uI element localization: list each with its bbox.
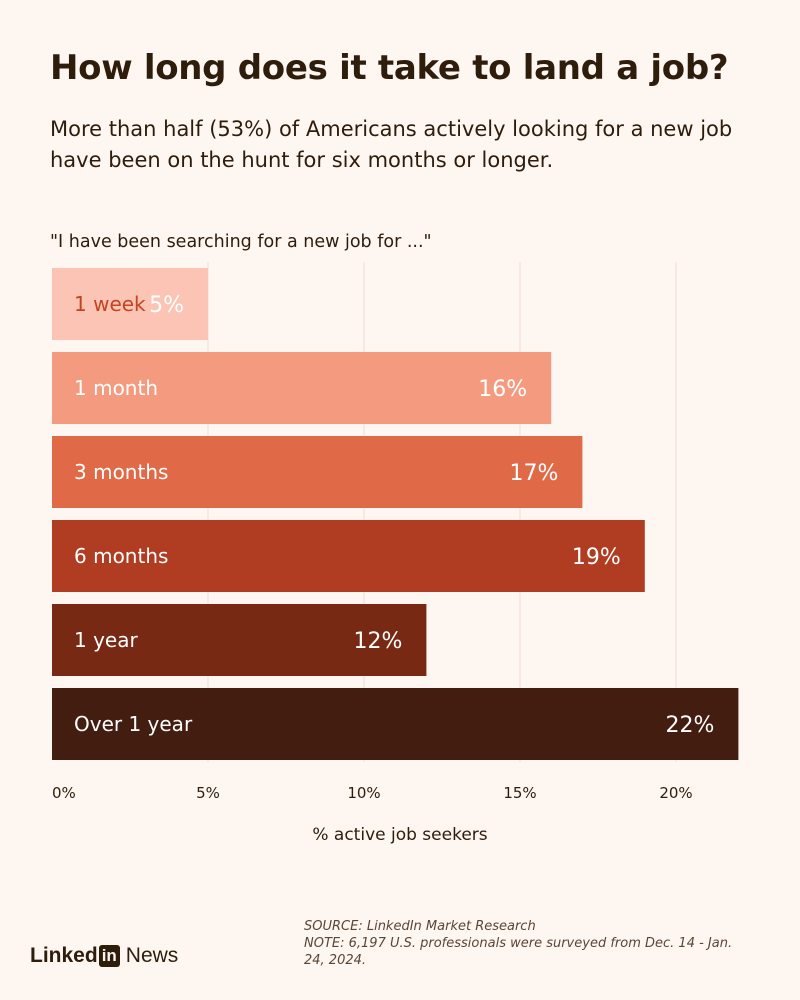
bar-category-label-3: 6 months <box>74 544 168 568</box>
x-tick-label-3: 15% <box>503 784 536 802</box>
bar-value-label-4: 12% <box>353 629 402 654</box>
source-line-2: NOTE: 6,197 U.S. professionals were surv… <box>304 936 733 951</box>
bar-category-label-5: Over 1 year <box>74 712 193 736</box>
bar-value-label-0: 5% <box>149 293 184 318</box>
x-tick-label-2: 10% <box>347 784 380 802</box>
bar-category-label-1: 1 month <box>74 376 158 400</box>
logo-linked-text: Linked <box>30 944 98 967</box>
bar-4 <box>52 604 427 676</box>
bar-1 <box>52 352 552 424</box>
subtitle-line-1: More than half (53%) of Americans active… <box>50 117 733 141</box>
bar-value-label-2: 17% <box>509 461 558 486</box>
x-axis-label: % active job seekers <box>312 825 487 845</box>
x-tick-label-4: 20% <box>659 784 692 802</box>
bar-category-label-2: 3 months <box>74 460 168 484</box>
bar-2 <box>52 436 583 508</box>
subtitle-line-2: have been on the hunt for six months or … <box>50 148 554 172</box>
source-note: SOURCE: LinkedIn Market Research NOTE: 6… <box>304 918 764 969</box>
bar-value-label-3: 19% <box>572 545 621 570</box>
linkedin-news-logo: Linked in News <box>30 944 178 968</box>
bar-category-label-4: 1 year <box>74 628 138 652</box>
x-tick-label-1: 5% <box>196 784 220 802</box>
chart-title: How long does it take to land a job? <box>50 48 729 88</box>
bar-value-label-5: 22% <box>665 713 714 738</box>
bar-5 <box>52 688 739 760</box>
source-line-3: 24, 2024. <box>304 953 367 968</box>
bar-3 <box>52 520 645 592</box>
source-line-1: SOURCE: LinkedIn Market Research <box>304 919 536 934</box>
bar-category-label-0: 1 week <box>74 292 146 316</box>
x-tick-label-0: 0% <box>52 784 76 802</box>
logo-in-box: in <box>98 945 120 967</box>
bar-0 <box>52 268 208 340</box>
chart-subtitle: More than half (53%) of Americans active… <box>50 114 750 176</box>
logo-news-text: News <box>125 944 179 967</box>
bar-value-label-1: 16% <box>478 377 527 402</box>
survey-question: "I have been searching for a new job for… <box>50 232 432 252</box>
